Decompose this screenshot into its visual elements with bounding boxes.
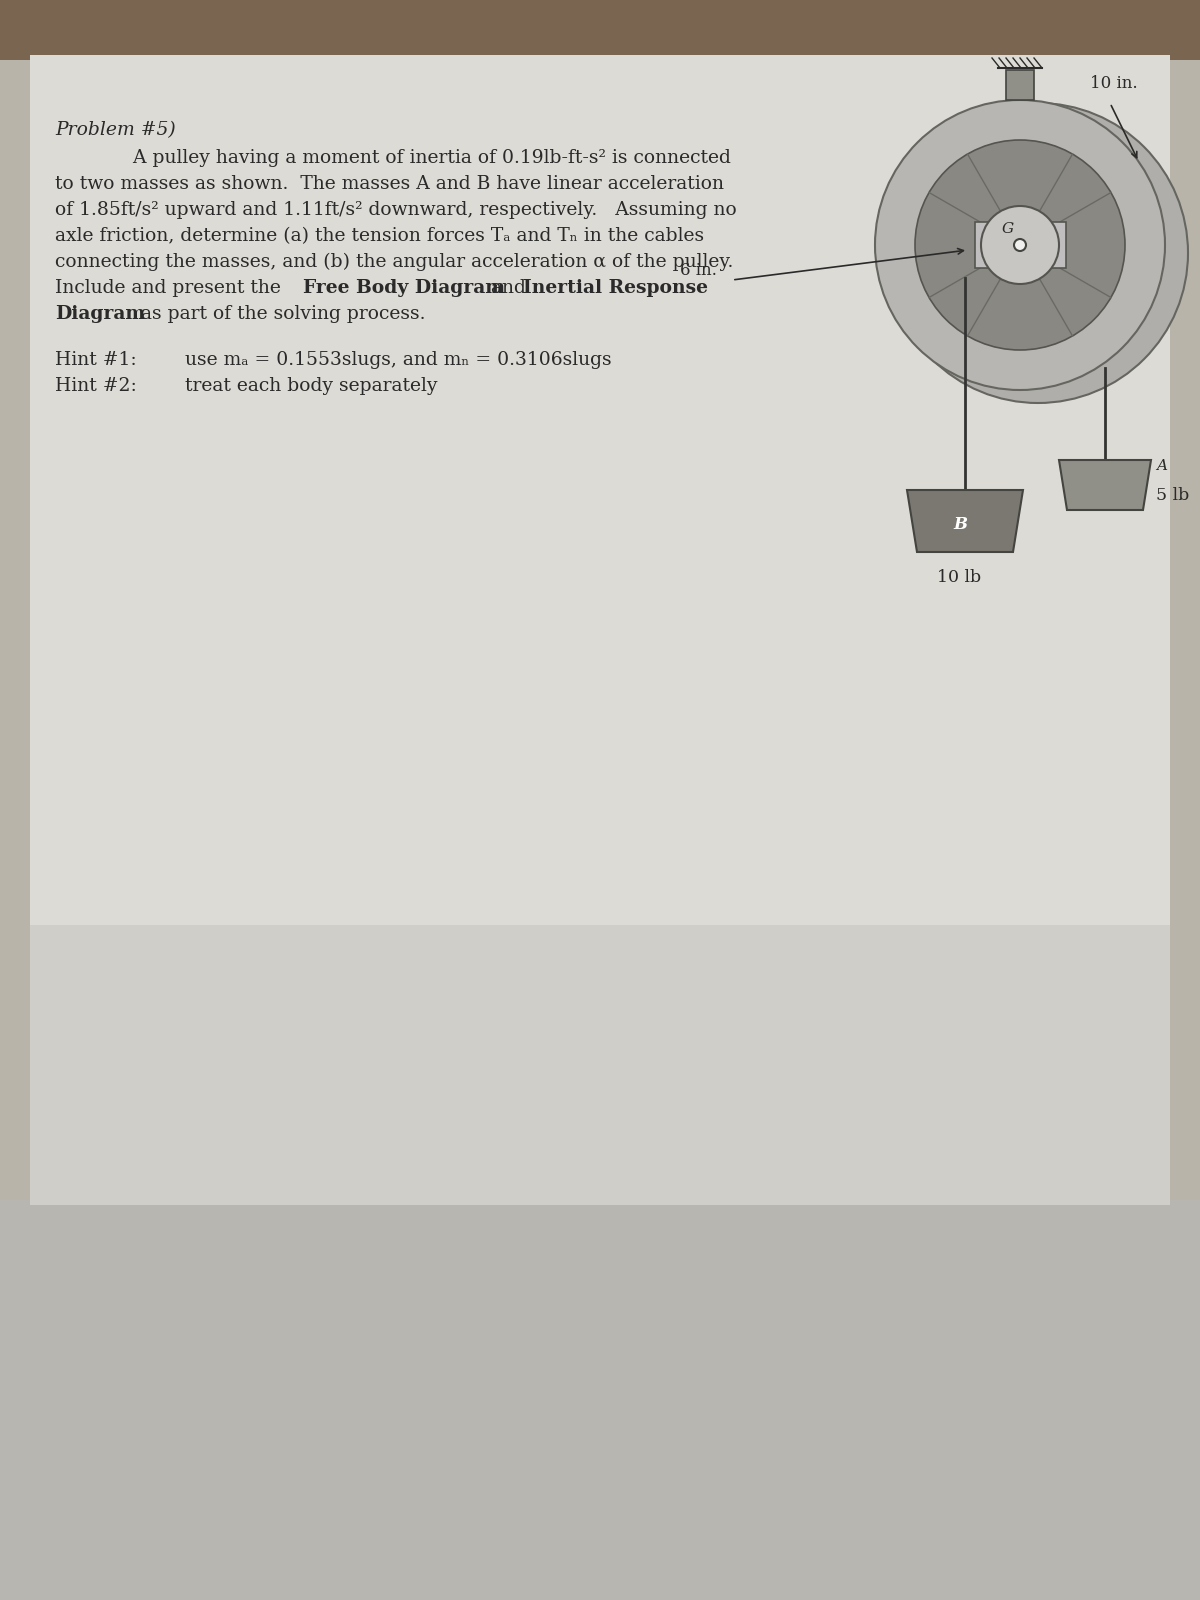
Bar xyxy=(0,0,1200,59)
Text: A pulley having a moment of inertia of 0.19lb-ft-s² is connected: A pulley having a moment of inertia of 0… xyxy=(85,149,731,166)
Text: Hint #2:: Hint #2: xyxy=(55,378,137,395)
Ellipse shape xyxy=(916,141,1126,350)
Ellipse shape xyxy=(982,206,1060,285)
Bar xyxy=(1006,70,1034,99)
Text: treat each body separately: treat each body separately xyxy=(185,378,438,395)
Ellipse shape xyxy=(875,99,1165,390)
Text: axle friction, determine (a) the tension forces Tₐ and Tₙ in the cables: axle friction, determine (a) the tension… xyxy=(55,227,704,245)
Text: Problem #5): Problem #5) xyxy=(55,122,175,139)
Text: and: and xyxy=(485,278,532,298)
Text: use mₐ = 0.1553slugs, and mₙ = 0.3106slugs: use mₐ = 0.1553slugs, and mₙ = 0.3106slu… xyxy=(185,350,612,370)
Text: connecting the masses, and (b) the angular acceleration α of the pulley.: connecting the masses, and (b) the angul… xyxy=(55,253,733,270)
Text: 6 in.: 6 in. xyxy=(680,262,716,278)
Polygon shape xyxy=(1060,461,1151,510)
Text: Hint #1:: Hint #1: xyxy=(55,350,137,370)
Text: Free Body Diagram: Free Body Diagram xyxy=(302,278,505,298)
Text: to two masses as shown.  The masses A and B have linear acceleration: to two masses as shown. The masses A and… xyxy=(55,174,724,194)
Text: as part of the solving process.: as part of the solving process. xyxy=(134,306,426,323)
Text: Inertial Response: Inertial Response xyxy=(523,278,708,298)
Bar xyxy=(30,925,1170,1205)
Text: B: B xyxy=(953,515,967,533)
Polygon shape xyxy=(907,490,1022,552)
Text: G: G xyxy=(1002,222,1014,235)
Bar xyxy=(30,54,1170,925)
Text: A: A xyxy=(1156,459,1166,474)
Text: of 1.85ft/s² upward and 1.11ft/s² downward, respectively.   Assuming no: of 1.85ft/s² upward and 1.11ft/s² downwa… xyxy=(55,202,737,219)
Bar xyxy=(974,222,1066,267)
Text: 10 lb: 10 lb xyxy=(937,570,982,586)
Text: 5 lb: 5 lb xyxy=(1156,486,1189,504)
Text: Include and present the: Include and present the xyxy=(55,278,287,298)
Text: Diagram: Diagram xyxy=(55,306,145,323)
Text: 10 in.: 10 in. xyxy=(1090,75,1138,91)
Circle shape xyxy=(1014,238,1026,251)
Ellipse shape xyxy=(888,102,1188,403)
Bar xyxy=(0,1200,1200,1600)
